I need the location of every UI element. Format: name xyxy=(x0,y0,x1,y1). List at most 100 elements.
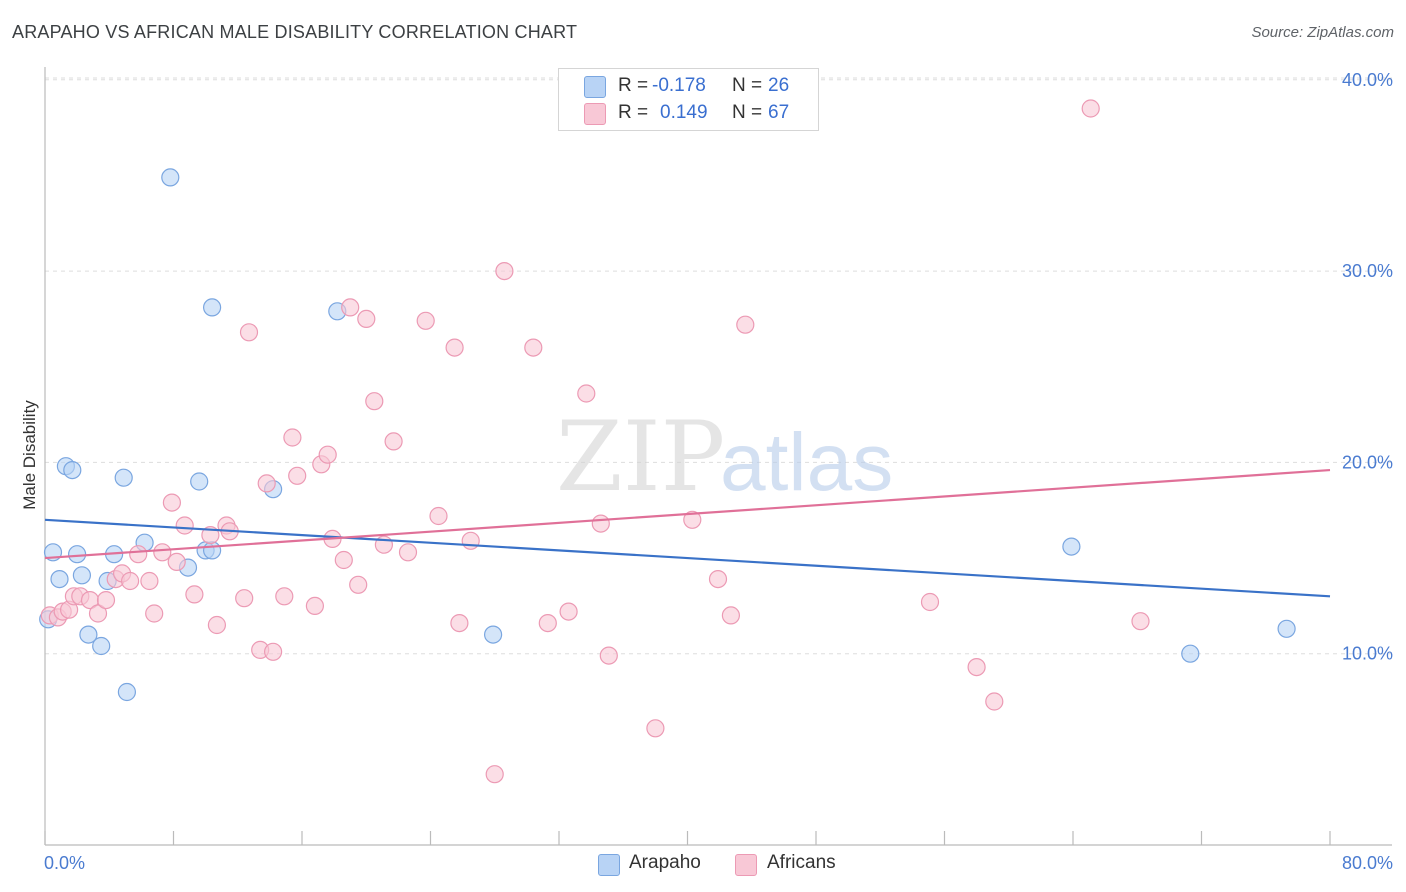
ticks-layer: 10.0% 20.0% 30.0% 40.0% 0.0% 80.0% xyxy=(44,70,1393,873)
africans-point xyxy=(599,646,618,665)
arapaho-point xyxy=(190,472,209,491)
africans-point xyxy=(140,571,159,591)
africans-swatch xyxy=(584,103,606,125)
africans-trend-line xyxy=(44,468,1331,560)
africans-point xyxy=(357,309,376,328)
legend-n-value: 67 xyxy=(768,102,790,123)
arapaho-point xyxy=(1277,619,1296,638)
x-tick-label: 0.0% xyxy=(44,853,85,873)
arapaho-point xyxy=(50,569,69,589)
africans-point xyxy=(162,493,181,512)
africans-point xyxy=(721,606,741,625)
source-label: Source: ZipAtlas.com xyxy=(1251,24,1394,41)
points-layer xyxy=(39,99,1296,784)
y-tick-label: 20.0% xyxy=(1342,452,1393,472)
africans-point xyxy=(88,604,108,623)
arapaho-trend-line xyxy=(44,518,1331,598)
trend-layer xyxy=(44,468,1331,598)
x-tick-label: 80.0% xyxy=(1342,853,1393,873)
africans-point xyxy=(450,613,469,633)
africans-point xyxy=(283,428,302,447)
arapaho-point xyxy=(117,682,137,702)
arapaho-point xyxy=(203,298,222,317)
africans-point xyxy=(365,392,384,411)
arapaho-point xyxy=(484,625,503,644)
arapaho-point xyxy=(79,625,98,644)
arapaho-legend-label: Arapaho xyxy=(629,852,701,873)
legend-n-label: N = xyxy=(732,75,763,96)
africans-point xyxy=(96,590,116,610)
africans-point xyxy=(167,552,186,572)
africans-point xyxy=(429,506,448,526)
y-tick-label: 40.0% xyxy=(1342,70,1393,90)
africans-point xyxy=(577,384,596,403)
africans-legend-swatch xyxy=(735,854,757,876)
africans-point xyxy=(235,589,254,608)
arapaho-point xyxy=(67,545,87,564)
grid-layer xyxy=(45,77,1392,655)
africans-point xyxy=(264,642,283,661)
africans-point xyxy=(121,571,140,591)
arapaho-point xyxy=(1062,537,1081,556)
arapaho-point xyxy=(161,168,180,187)
africans-point xyxy=(1081,99,1100,118)
africans-point xyxy=(257,474,276,493)
africans-point xyxy=(524,338,543,357)
legend-r-value: 0.149 xyxy=(660,102,708,123)
arapaho-point xyxy=(92,636,111,656)
y-tick-label: 30.0% xyxy=(1342,261,1393,281)
legend-r-label: R = xyxy=(618,75,649,96)
africans-point xyxy=(349,575,368,594)
africans-point xyxy=(175,516,194,535)
africans-point xyxy=(1131,612,1150,631)
correlation-legend: R = -0.178 N = 26 R = 0.149 N = 67 xyxy=(558,68,819,131)
africans-point xyxy=(591,514,610,533)
legend-n-label: N = xyxy=(732,102,763,123)
africans-point xyxy=(318,445,337,464)
legend-r-label: R = xyxy=(618,102,649,123)
africans-point xyxy=(708,569,728,589)
africans-legend-label: Africans xyxy=(767,852,836,873)
africans-point xyxy=(275,587,294,606)
africans-point xyxy=(384,432,403,451)
africans-point xyxy=(288,466,307,485)
arapaho-point xyxy=(114,468,133,487)
africans-point xyxy=(485,765,504,784)
africans-point xyxy=(416,311,435,330)
africans-point xyxy=(461,531,480,550)
africans-point xyxy=(920,592,940,612)
africans-point xyxy=(683,510,702,529)
africans-point xyxy=(207,615,226,635)
legend-n-value: 26 xyxy=(768,75,790,96)
arapaho-swatch xyxy=(584,76,606,98)
africans-point xyxy=(559,602,578,621)
africans-point xyxy=(239,323,259,342)
africans-point xyxy=(305,596,324,616)
arapaho-point xyxy=(63,461,82,480)
africans-point xyxy=(736,315,755,334)
africans-point xyxy=(145,604,164,623)
africans-point xyxy=(967,657,986,677)
watermark: ZIP atlas xyxy=(556,401,893,513)
axes-layer xyxy=(44,67,1392,846)
africans-point xyxy=(341,298,360,317)
y-axis-label: Male Disability xyxy=(20,400,39,510)
chart-title: ARAPAHO VS AFRICAN MALE DISABILITY CORRE… xyxy=(12,22,578,42)
watermark-atlas: atlas xyxy=(720,417,893,508)
africans-point xyxy=(129,545,148,564)
africans-point xyxy=(495,262,514,281)
arapaho-point xyxy=(1181,644,1200,663)
africans-point xyxy=(445,338,464,357)
y-tick-label: 10.0% xyxy=(1342,644,1393,664)
legend-r-value: -0.178 xyxy=(652,75,706,96)
africans-point xyxy=(185,585,204,604)
africans-point xyxy=(334,550,353,570)
africans-point xyxy=(538,613,557,633)
africans-point xyxy=(985,692,1004,711)
arapaho-legend-swatch xyxy=(598,854,620,876)
arapaho-point xyxy=(203,541,222,560)
africans-point xyxy=(646,719,665,738)
africans-point xyxy=(398,543,418,562)
watermark-zip: ZIP xyxy=(556,401,725,513)
